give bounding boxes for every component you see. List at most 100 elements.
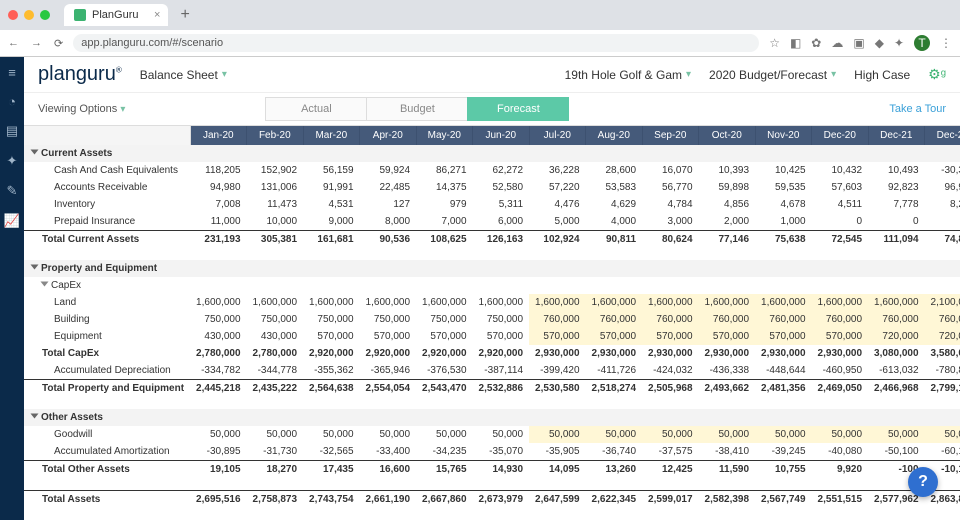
cell[interactable]: -33,400 — [360, 443, 417, 461]
cell[interactable]: 570,000 — [699, 328, 756, 345]
cell[interactable]: 2,780,000 — [190, 345, 247, 362]
cell[interactable]: -38,410 — [699, 443, 756, 461]
cell[interactable]: 2,930,000 — [586, 345, 643, 362]
cell[interactable]: 50,000 — [303, 426, 360, 443]
cell[interactable]: 750,000 — [416, 311, 473, 328]
cell[interactable]: 50,000 — [868, 426, 925, 443]
cell[interactable]: 570,000 — [360, 328, 417, 345]
row-label[interactable]: Building — [24, 311, 190, 328]
month-header[interactable]: Dec-22 — [925, 126, 960, 145]
cell[interactable]: 570,000 — [812, 328, 869, 345]
cell[interactable]: 305,381 — [247, 231, 304, 249]
cell[interactable]: 2,930,000 — [812, 345, 869, 362]
cell[interactable]: 15,765 — [416, 461, 473, 479]
cell[interactable]: 2,564,638 — [303, 380, 360, 398]
cell[interactable]: 570,000 — [755, 328, 812, 345]
cell[interactable]: 0 — [812, 213, 869, 231]
cell[interactable]: 1,600,000 — [586, 294, 643, 311]
cell[interactable]: 8,252 — [925, 196, 960, 213]
month-header[interactable]: Dec-21 — [868, 126, 925, 145]
cell[interactable]: 2,780,000 — [247, 345, 304, 362]
cell[interactable]: 13,260 — [586, 461, 643, 479]
cell[interactable]: 72,545 — [812, 231, 869, 249]
cell[interactable]: 1,600,000 — [642, 294, 699, 311]
cell[interactable]: 7,008 — [190, 196, 247, 213]
tab-budget[interactable]: Budget — [366, 97, 467, 121]
cell[interactable]: 2,920,000 — [303, 345, 360, 362]
cell[interactable]: 2,622,345 — [586, 491, 643, 509]
cell[interactable]: 94,980 — [190, 179, 247, 196]
cell[interactable]: 10,755 — [755, 461, 812, 479]
cell[interactable]: 750,000 — [247, 311, 304, 328]
cell[interactable]: 86,271 — [416, 162, 473, 179]
cell[interactable]: 2,505,968 — [642, 380, 699, 398]
row-label[interactable]: Accumulated Amortization — [24, 443, 190, 461]
cell[interactable]: 111,094 — [868, 231, 925, 249]
cell[interactable]: -37,575 — [642, 443, 699, 461]
cell[interactable]: 14,095 — [529, 461, 586, 479]
take-tour-link[interactable]: Take a Tour — [889, 103, 946, 115]
month-header[interactable]: Sep-20 — [642, 126, 699, 145]
cell[interactable]: 2,743,754 — [303, 491, 360, 509]
cell[interactable]: 2,930,000 — [642, 345, 699, 362]
month-header[interactable]: Apr-20 — [360, 126, 417, 145]
cell[interactable]: -424,032 — [642, 362, 699, 380]
browser-menu-icon[interactable]: ⋮ — [940, 36, 952, 50]
cell[interactable]: 50,000 — [586, 426, 643, 443]
cell[interactable]: 4,856 — [699, 196, 756, 213]
row-label[interactable]: Land — [24, 294, 190, 311]
cell[interactable]: 50,000 — [473, 426, 530, 443]
new-tab-button[interactable]: + — [174, 6, 195, 24]
chart-icon[interactable]: 📈 — [4, 213, 20, 229]
cell[interactable]: 22,485 — [360, 179, 417, 196]
cell[interactable]: 2,667,860 — [416, 491, 473, 509]
cell[interactable]: 2,930,000 — [529, 345, 586, 362]
cell[interactable]: 118,205 — [190, 162, 247, 179]
cell[interactable]: -35,070 — [473, 443, 530, 461]
cell[interactable]: 57,220 — [529, 179, 586, 196]
cell[interactable]: 2,435,222 — [247, 380, 304, 398]
minimize-window-icon[interactable] — [24, 10, 34, 20]
cell[interactable]: 720,000 — [925, 328, 960, 345]
cell[interactable]: 3,000 — [642, 213, 699, 231]
cell[interactable]: 126,163 — [473, 231, 530, 249]
cell[interactable]: 36,228 — [529, 162, 586, 179]
cell[interactable]: 750,000 — [303, 311, 360, 328]
cell[interactable]: 11,590 — [699, 461, 756, 479]
cell[interactable]: -334,782 — [190, 362, 247, 380]
settings-icon[interactable]: ⚙ᵍ — [928, 66, 946, 83]
cell[interactable]: 3,080,000 — [868, 345, 925, 362]
cell[interactable]: 50,000 — [925, 426, 960, 443]
add-icon[interactable]: ✦ — [7, 153, 18, 169]
cell[interactable]: 2,000 — [699, 213, 756, 231]
reload-button[interactable]: ⟳ — [54, 37, 63, 50]
cell[interactable]: -780,864 — [925, 362, 960, 380]
cell[interactable]: -32,565 — [303, 443, 360, 461]
cell[interactable]: 10,393 — [699, 162, 756, 179]
row-label[interactable]: Accounts Receivable — [24, 179, 190, 196]
cell[interactable]: 760,000 — [812, 311, 869, 328]
cell[interactable]: 2,799,136 — [925, 380, 960, 398]
row-label[interactable]: Total Property and Equipment — [24, 380, 190, 398]
cell[interactable]: 1,600,000 — [473, 294, 530, 311]
cell[interactable]: 5,000 — [529, 213, 586, 231]
cell[interactable]: -387,114 — [473, 362, 530, 380]
row-label[interactable]: Goodwill — [24, 426, 190, 443]
cell[interactable]: 62,272 — [473, 162, 530, 179]
row-label[interactable]: Total Other Assets — [24, 461, 190, 479]
cell[interactable]: 2,567,749 — [755, 491, 812, 509]
row-label[interactable]: Inventory — [24, 196, 190, 213]
cell[interactable]: 4,476 — [529, 196, 586, 213]
cell[interactable]: 1,600,000 — [416, 294, 473, 311]
cell[interactable]: -448,644 — [755, 362, 812, 380]
month-header[interactable]: Dec-20 — [812, 126, 869, 145]
cell[interactable]: 2,920,000 — [360, 345, 417, 362]
browser-tab[interactable]: PlanGuru × — [64, 4, 168, 26]
cell[interactable]: 92,823 — [868, 179, 925, 196]
extension-icon[interactable]: ◆ — [875, 36, 884, 50]
cell[interactable]: 12,425 — [642, 461, 699, 479]
help-button[interactable]: ? — [908, 467, 938, 497]
row-label[interactable]: Other Assets — [24, 409, 960, 426]
cell[interactable]: 1,600,000 — [529, 294, 586, 311]
cell[interactable]: 760,000 — [868, 311, 925, 328]
